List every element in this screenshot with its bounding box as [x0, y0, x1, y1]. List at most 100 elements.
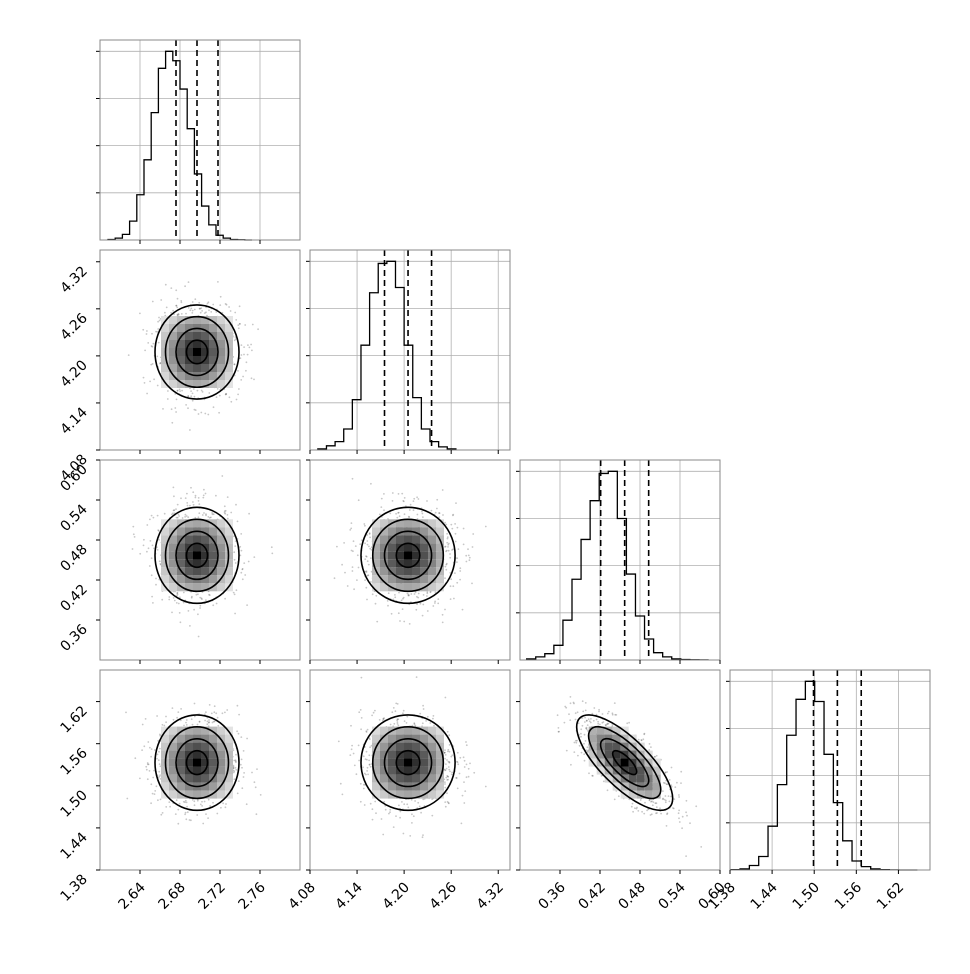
sample-point [403, 710, 405, 712]
sample-point [466, 776, 468, 778]
density-cell [420, 735, 428, 743]
density-cell [420, 751, 428, 759]
density-cell [169, 583, 177, 591]
sample-point [403, 833, 405, 835]
sample-point [379, 514, 381, 516]
sample-point [381, 498, 383, 500]
density-cell [428, 535, 436, 543]
sample-point [204, 413, 206, 415]
sample-point [208, 799, 210, 801]
sample-point [201, 805, 203, 807]
sample-point [244, 574, 246, 576]
sample-point [227, 496, 229, 498]
sample-point [360, 783, 362, 785]
sample-point [422, 836, 424, 838]
density-cell [177, 551, 185, 559]
sample-point [446, 542, 448, 544]
sample-point [432, 718, 434, 720]
density-cell [177, 372, 185, 380]
sample-point [353, 588, 355, 590]
sample-point [450, 756, 452, 758]
sample-point [435, 591, 437, 593]
density-cell [404, 559, 412, 567]
sample-point [150, 364, 152, 366]
sample-point [461, 823, 463, 825]
sample-point [255, 786, 257, 788]
density-cell [193, 332, 201, 340]
histogram-panel-1 [306, 250, 510, 450]
sample-point [422, 722, 424, 724]
sample-point [160, 814, 162, 816]
sample-point [402, 712, 404, 714]
sample-point [145, 766, 147, 768]
sample-point [234, 559, 236, 561]
sample-point [184, 516, 186, 518]
sample-point [368, 754, 370, 756]
sample-point [235, 769, 237, 771]
sample-point [157, 799, 159, 801]
sample-point [201, 390, 203, 392]
sample-point [383, 493, 385, 495]
sample-point [149, 747, 151, 749]
sample-point [413, 500, 415, 502]
sample-point [455, 533, 457, 535]
sample-point [184, 285, 186, 287]
sample-point [193, 609, 195, 611]
density-cell [201, 332, 209, 340]
sample-point [148, 547, 150, 549]
sample-point [349, 754, 351, 756]
sample-point [411, 813, 413, 815]
sample-point [210, 517, 212, 519]
sample-point [234, 312, 236, 314]
sample-point [146, 769, 148, 771]
sample-point [407, 807, 409, 809]
sample-point [381, 818, 383, 820]
sample-point [217, 717, 219, 719]
sample-point [224, 505, 226, 507]
sample-point [179, 389, 181, 391]
sample-point [233, 760, 235, 762]
sample-point [146, 551, 148, 553]
sample-point [393, 723, 395, 725]
sample-point [171, 408, 173, 410]
sample-point [205, 599, 207, 601]
histogram-panel-0 [96, 40, 300, 240]
sample-point [187, 505, 189, 507]
sample-point [199, 605, 201, 607]
sample-point [375, 595, 377, 597]
sample-point [150, 540, 152, 542]
sample-point [185, 818, 187, 820]
sample-point [237, 394, 239, 396]
sample-point [338, 741, 340, 743]
sample-point [364, 558, 366, 560]
sample-point [212, 304, 214, 306]
sample-point [444, 787, 446, 789]
density-cell [177, 348, 185, 356]
sample-point [457, 763, 459, 765]
sample-point [398, 512, 400, 514]
sample-point [151, 574, 153, 576]
sample-point [209, 594, 211, 596]
sample-point [457, 788, 459, 790]
sample-point [420, 603, 422, 605]
sample-point [208, 392, 210, 394]
sample-point [157, 515, 159, 517]
sample-point [143, 745, 145, 747]
sample-point [365, 758, 367, 760]
sample-point [192, 310, 194, 312]
sample-point [191, 312, 193, 314]
histogram-background [730, 670, 930, 870]
sample-point [139, 553, 141, 555]
sample-point [155, 578, 157, 580]
sample-point [426, 500, 428, 502]
sample-point [370, 766, 372, 768]
sample-point [241, 759, 243, 761]
sample-point [225, 510, 227, 512]
sample-point [233, 770, 235, 772]
sample-point [400, 811, 402, 813]
sample-point [212, 513, 214, 515]
sample-point [447, 546, 449, 548]
sample-point [208, 719, 210, 721]
sample-point [176, 307, 178, 309]
sample-point [186, 515, 188, 517]
